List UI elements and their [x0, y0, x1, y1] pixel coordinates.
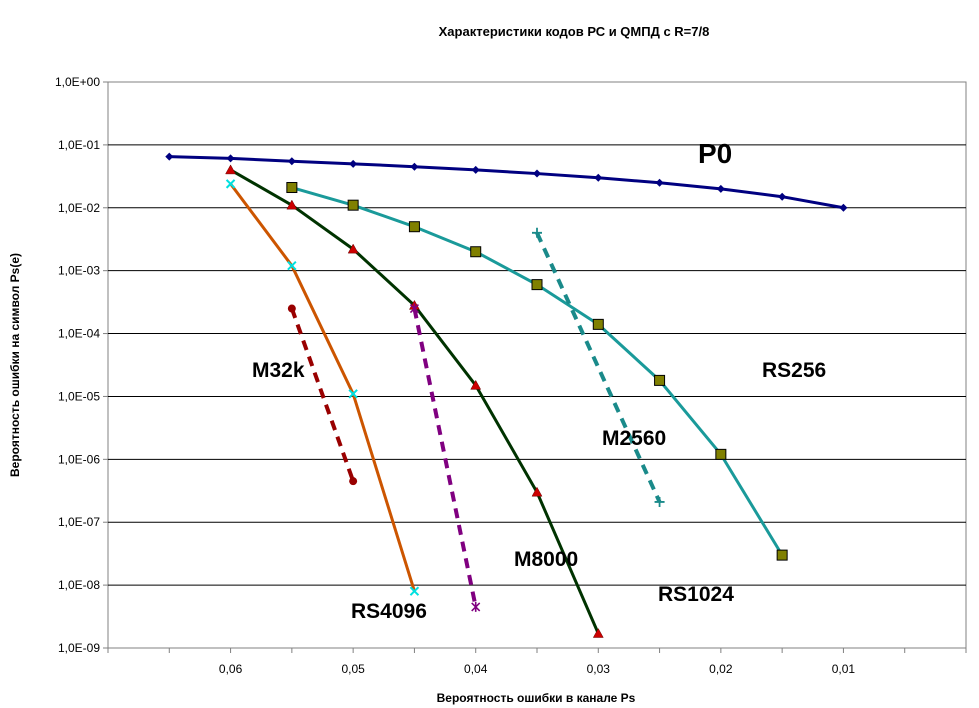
series-label-p0: P0: [698, 138, 732, 169]
gridlines: [108, 144, 966, 586]
series-m32k: [287, 304, 358, 486]
series-line: [289, 307, 356, 482]
y-tick-label: 1,0E-08: [58, 578, 100, 592]
series-labels: P0 RS256 RS1024 RS4096 M32k M8000 M2560: [252, 138, 826, 623]
data-point: [654, 374, 666, 386]
y-tick-label: 1,0E-01: [58, 138, 100, 152]
data-point: [533, 169, 541, 178]
y-tick-label: 1,0E-07: [58, 515, 100, 529]
series-group: [165, 152, 848, 638]
series-label-rs256: RS256: [762, 359, 826, 382]
data-point: [349, 159, 358, 168]
series-label-m8000: M8000: [514, 548, 578, 571]
x-tick-label: 0,06: [219, 662, 243, 676]
series-line: [229, 182, 416, 592]
data-point: [347, 243, 359, 254]
series-label-rs4096: RS4096: [351, 600, 427, 623]
data-point: [225, 179, 236, 189]
data-point: [225, 164, 236, 175]
data-point: [409, 586, 420, 596]
y-tick-label: 1,0E-02: [58, 201, 100, 215]
series-rs4096: [225, 179, 420, 596]
y-tick-label: 1,0E-09: [58, 641, 100, 655]
x-tick-label: 0,03: [587, 662, 611, 676]
y-tick-label: 1,0E+00: [55, 75, 100, 89]
data-point: [655, 178, 664, 187]
data-point: [409, 303, 419, 314]
data-point: [716, 184, 725, 193]
data-point: [287, 304, 296, 313]
data-point: [287, 260, 297, 271]
series-p0: [165, 152, 848, 212]
data-point: [594, 173, 603, 182]
data-point: [531, 486, 543, 497]
data-point: [531, 279, 543, 291]
y-axis-title: Вероятность ошибки на символ Ps(e): [8, 253, 22, 477]
y-tick-label: 1,0E-05: [58, 389, 100, 403]
data-point: [778, 192, 787, 201]
series-line: [169, 155, 844, 210]
x-tick-label: 0,01: [832, 662, 856, 676]
data-point: [347, 199, 359, 211]
data-point: [408, 221, 420, 233]
series-label-m2560: M2560: [602, 427, 666, 450]
series-label-rs1024: RS1024: [658, 583, 734, 606]
series-m8000: [409, 303, 481, 612]
x-axis-ticks: 0,06 0,05 0,04 0,03 0,02 0,01: [107, 648, 967, 676]
data-point: [839, 203, 848, 212]
y-tick-label: 1,0E-06: [58, 452, 100, 466]
y-axis-ticks: 1,0E+00 1,0E-01 1,0E-02 1,0E-03 1,0E-04 1,0E-…: [55, 75, 108, 655]
series-m2560: [532, 227, 665, 507]
x-tick-label: 0,05: [341, 662, 365, 676]
series-line: [535, 231, 662, 503]
data-point: [470, 246, 482, 258]
data-point: [471, 601, 481, 612]
data-point: [592, 627, 604, 638]
data-point: [470, 379, 482, 390]
series-label-m32k: M32k: [252, 359, 305, 382]
data-point: [226, 154, 235, 163]
data-point: [410, 162, 419, 171]
x-tick-label: 0,04: [464, 662, 488, 676]
data-point: [532, 227, 542, 238]
data-point: [286, 199, 298, 210]
x-axis-title: Вероятность ошибки в канале Ps: [437, 691, 636, 705]
data-point: [349, 477, 358, 486]
y-tick-label: 1,0E-03: [58, 264, 100, 278]
data-point: [592, 318, 604, 330]
chart-title: Характеристики кодов РС и QМПД с R=7/8: [439, 24, 710, 39]
data-point: [165, 152, 174, 161]
y-tick-label: 1,0E-04: [58, 327, 100, 341]
data-point: [776, 549, 788, 561]
data-point: [287, 157, 296, 166]
data-point: [715, 448, 727, 460]
data-point: [654, 496, 665, 507]
data-point: [348, 389, 358, 399]
data-point: [286, 182, 298, 194]
data-point: [471, 165, 480, 174]
series-rs256: [286, 182, 788, 561]
x-tick-label: 0,02: [709, 662, 733, 676]
